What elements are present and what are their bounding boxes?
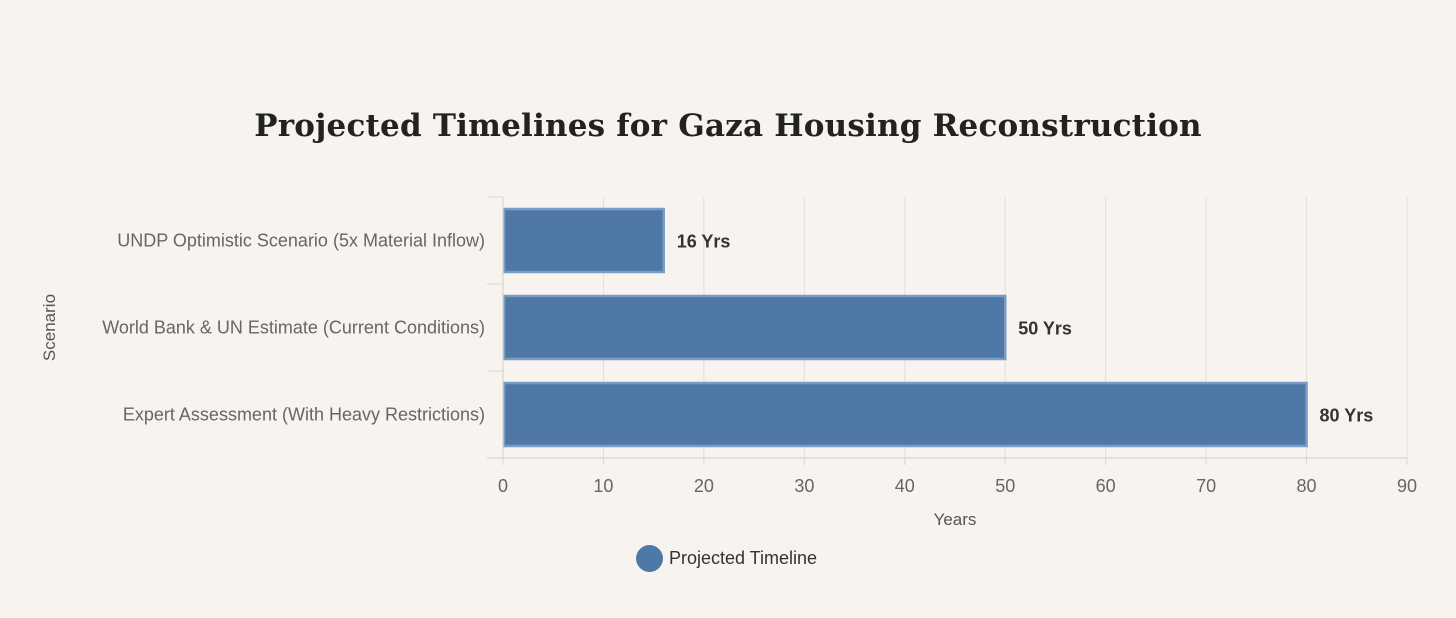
data-label: 50 Yrs — [1018, 319, 1072, 339]
bar[interactable] — [502, 381, 1308, 448]
legend: Projected Timeline — [0, 545, 1456, 572]
data-label: 16 Yrs — [677, 232, 731, 252]
bar[interactable] — [502, 294, 1007, 361]
x-tick-label: 50 — [995, 476, 1015, 496]
bar[interactable] — [502, 207, 665, 274]
data-label: 80 Yrs — [1320, 406, 1374, 426]
legend-label: Projected Timeline — [668, 548, 818, 568]
x-tick-label: 20 — [694, 476, 714, 496]
x-tick-label: 40 — [895, 476, 915, 496]
y-axis-title: Scenario — [40, 294, 59, 361]
legend-swatch-icon — [635, 545, 663, 572]
x-tick-label: 0 — [498, 476, 508, 496]
x-tick-label: 80 — [1297, 476, 1317, 496]
x-axis-title: Years — [934, 510, 977, 529]
x-tick-label: 30 — [794, 476, 814, 496]
x-tick-label: 70 — [1196, 476, 1216, 496]
legend-item[interactable]: Projected Timeline — [635, 545, 818, 572]
x-tick-label: 90 — [1397, 476, 1417, 496]
chart-title: Projected Timelines for Gaza Housing Rec… — [254, 108, 1202, 144]
y-category-label: UNDP Optimistic Scenario (5x Material In… — [117, 231, 485, 251]
y-category-label: Expert Assessment (With Heavy Restrictio… — [123, 405, 485, 425]
x-tick-label: 60 — [1096, 476, 1116, 496]
x-tick-label: 10 — [593, 476, 613, 496]
y-category-label: World Bank & UN Estimate (Current Condit… — [102, 318, 485, 338]
